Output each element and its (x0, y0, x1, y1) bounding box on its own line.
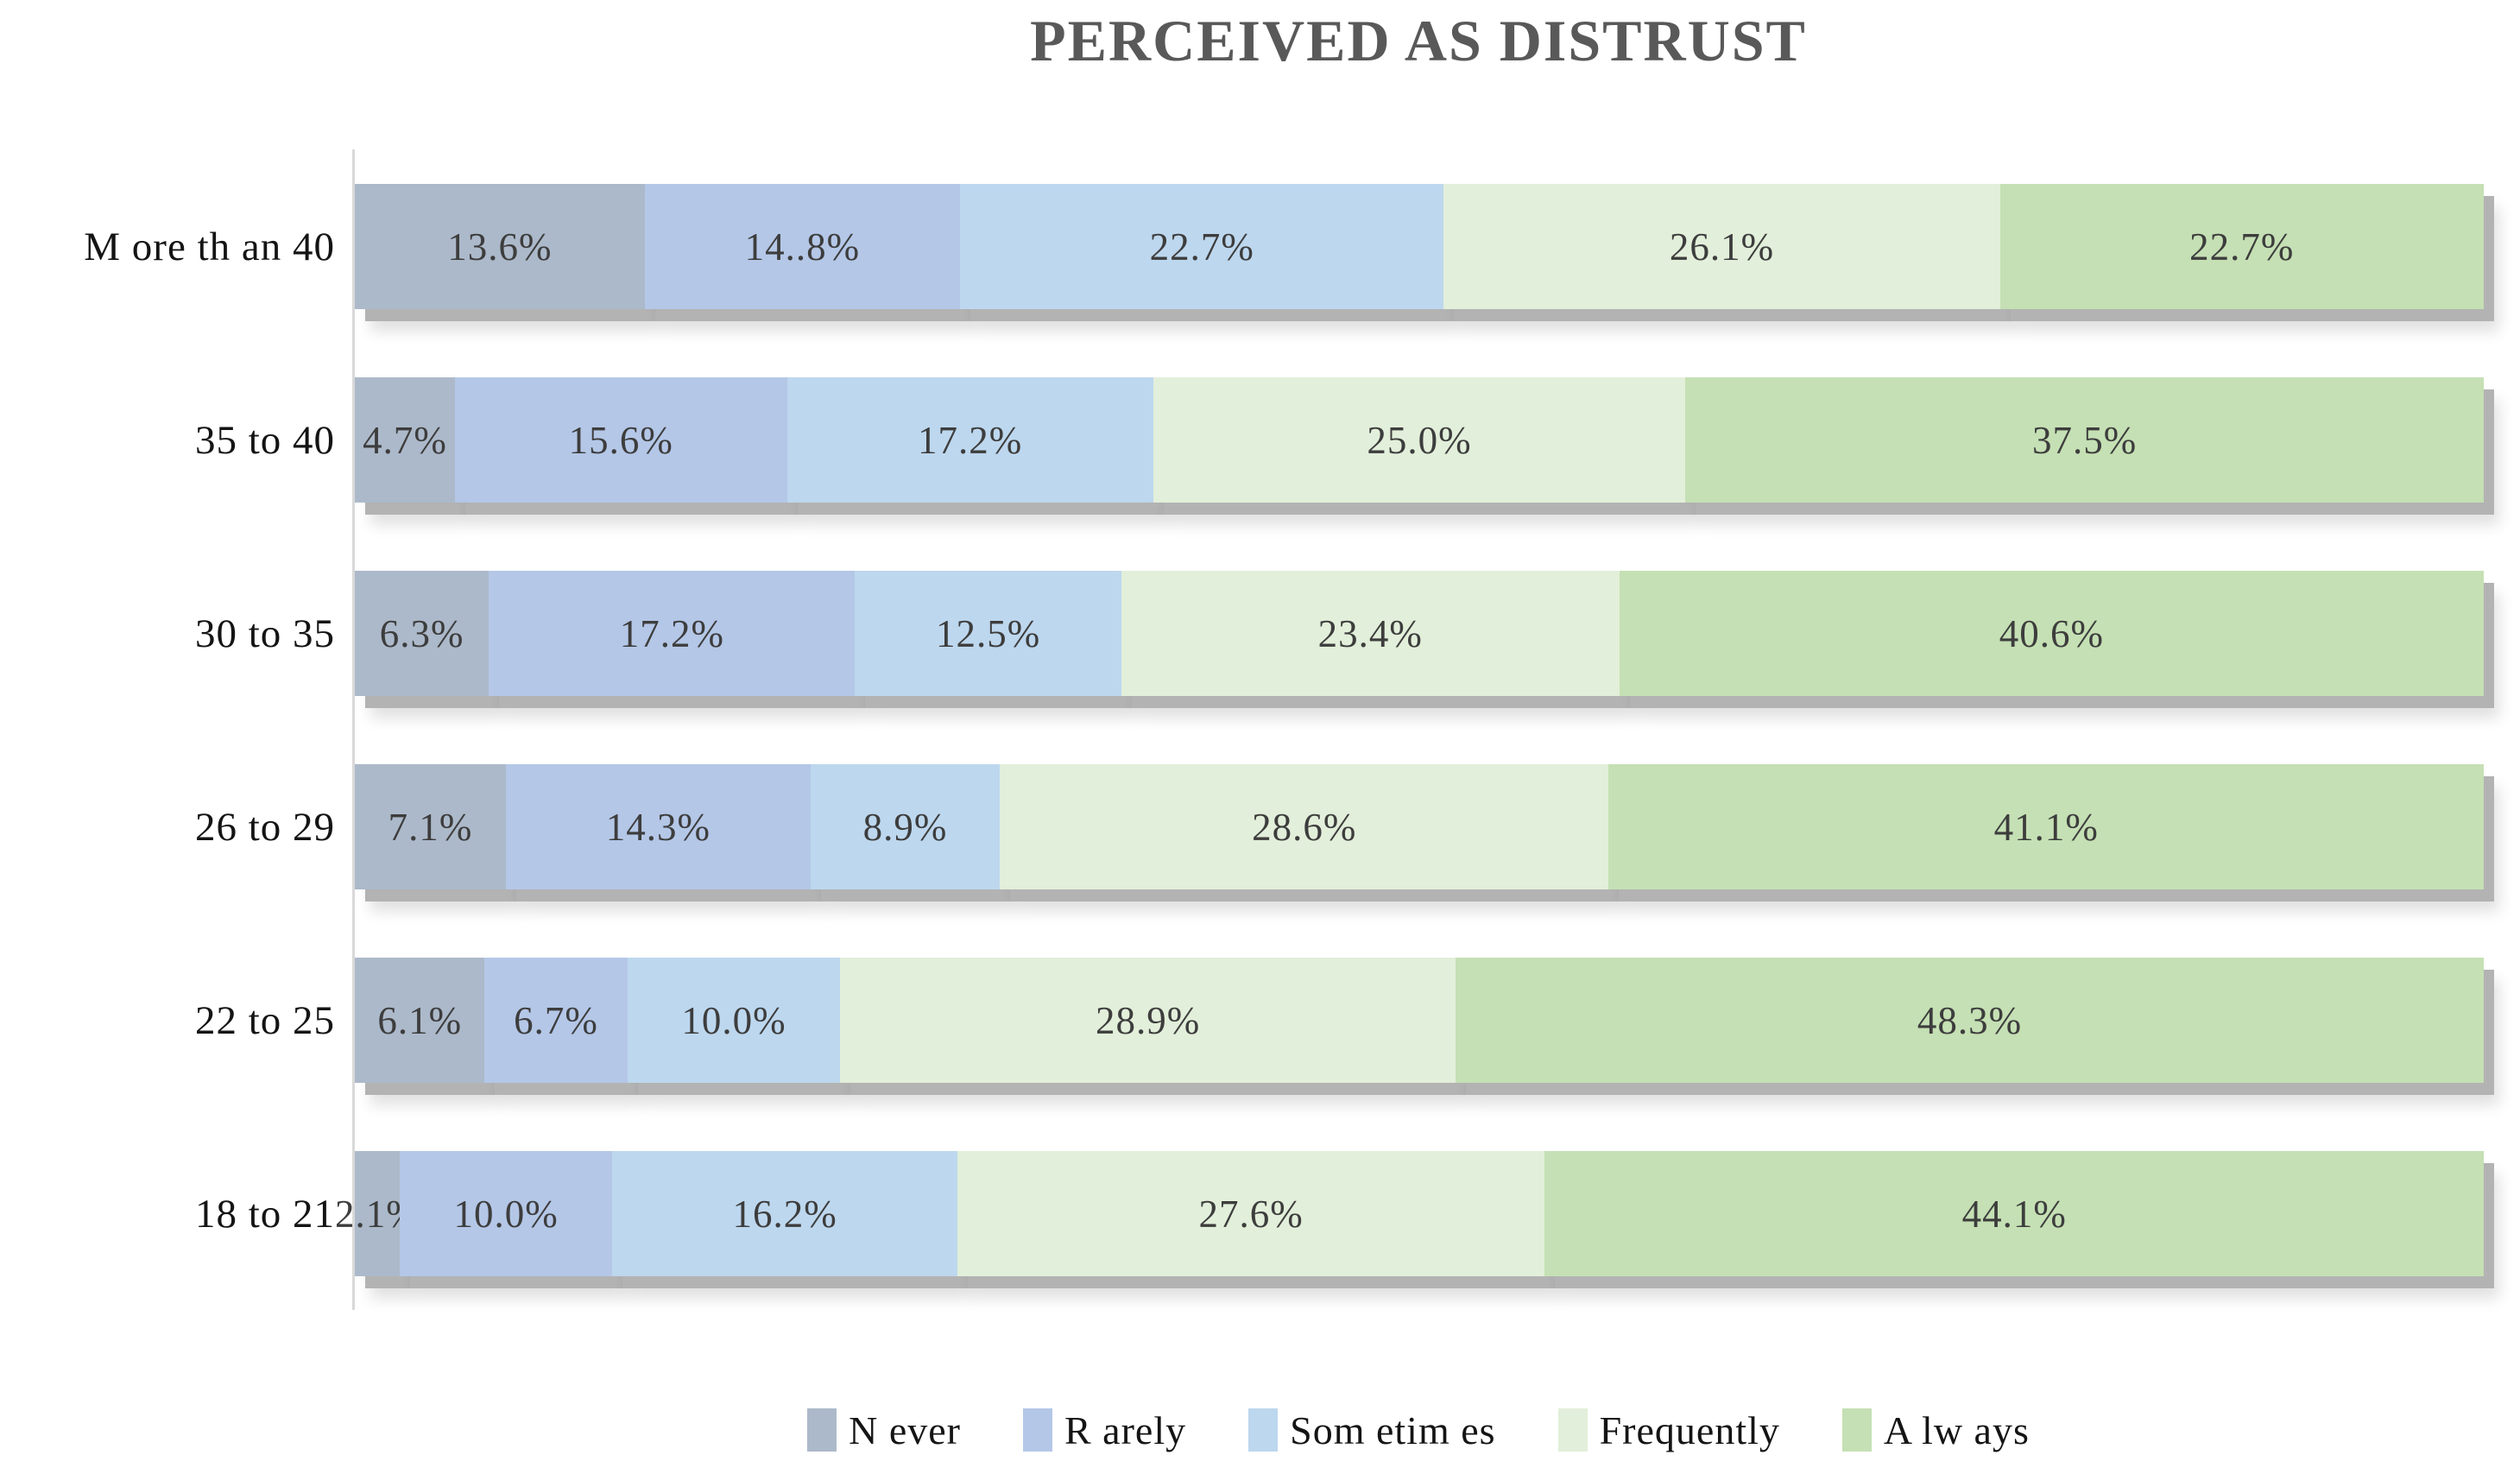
segment-value-label: 22.7% (2189, 225, 2295, 269)
bar-segment-always: 48.3% (1455, 958, 2484, 1083)
bar-segment-always: 22.7% (1999, 184, 2484, 309)
bar-segment-sometimes: 12.5% (855, 571, 1121, 696)
bar-row: 18 to 21 2.1% 10.0% 16.2% 27.6% 44.1% (0, 1151, 2520, 1276)
bar-segment-sometimes: 17.2% (786, 377, 1153, 503)
segment-value-label: 17.2% (918, 418, 1023, 462)
segment-value-label: 25.0% (1367, 418, 1472, 462)
stacked-bar: 4.7% 15.6% 17.2% 25.0% 37.5% (355, 377, 2484, 503)
bar-segment-never: 2.1% (335, 1151, 419, 1276)
segment-value-label: 10.0% (681, 998, 786, 1042)
stacked-bar: 6.1% 6.7% 10.0% 28.9% 48.3% (355, 958, 2484, 1083)
segment-value-label: 27.6% (1198, 1192, 1304, 1236)
bar-segment-always: 40.6% (1619, 571, 2484, 696)
bar-segment-frequently: 25.0% (1153, 377, 1686, 503)
legend-label: R arely (1064, 1408, 1187, 1452)
bar-segment-rarely: 14..8% (644, 184, 961, 309)
bar-segment-always: 37.5% (1685, 377, 2484, 503)
bar-segment-rarely: 15.6% (454, 377, 787, 503)
legend-label: Frequently (1599, 1408, 1780, 1452)
y-axis-label: 35 to 40 (194, 417, 335, 463)
stacked-bar: 6.3% 17.2% 12.5% 23.4% 40.6% (355, 571, 2484, 696)
bar-segment-rarely: 14.3% (506, 764, 811, 889)
bar-segment-sometimes: 10.0% (627, 958, 841, 1083)
legend-label: Som etim es (1290, 1408, 1496, 1452)
chart-title: PERCEIVED AS DISTRUST (1030, 8, 1807, 73)
y-axis-label: 18 to 21 (194, 1191, 335, 1237)
segment-value-label: 28.6% (1252, 805, 1357, 849)
bar-row: 30 to 35 6.3% 17.2% 12.5% 23.4% 40.6% (0, 571, 2520, 696)
bar-segment-always: 41.1% (1608, 764, 2484, 889)
y-axis-label: M ore th an 40 (84, 224, 335, 269)
segment-value-label: 8.9% (862, 805, 948, 849)
segment-value-label: 10.0% (453, 1192, 559, 1236)
bar-segment-never: 4.7% (355, 377, 455, 503)
stacked-bar: 2.1% 10.0% 16.2% 27.6% 44.1% (335, 1151, 2484, 1276)
segment-value-label: 13.6% (447, 225, 553, 269)
segment-value-label: 22.7% (1149, 225, 1254, 269)
bar-segment-frequently: 28.9% (840, 958, 1456, 1083)
legend-item-never: N ever (807, 1408, 961, 1453)
segment-value-label: 16.2% (732, 1192, 837, 1236)
bar-segment-never: 13.6% (355, 184, 645, 309)
legend-swatch (807, 1408, 837, 1452)
bar-row: 35 to 40 4.7% 15.6% 17.2% 25.0% 37.5% (0, 377, 2520, 503)
segment-value-label: 6.1% (377, 998, 463, 1042)
bar-segment-sometimes: 8.9% (810, 764, 1001, 889)
y-axis-label: 22 to 25 (194, 997, 335, 1043)
y-axis-label: 26 to 29 (194, 804, 335, 850)
legend-item-frequently: Frequently (1557, 1408, 1780, 1453)
stacked-bar: 7.1% 14.3% 8.9% 28.6% 41.1% (355, 764, 2484, 889)
segment-value-label: 23.4% (1317, 611, 1423, 655)
legend-swatch (1023, 1408, 1052, 1452)
bar-segment-always: 44.1% (1544, 1151, 2484, 1276)
segment-value-label: 14.3% (605, 805, 711, 849)
segment-value-label: 28.9% (1095, 998, 1201, 1042)
bar-segment-rarely: 10.0% (399, 1151, 613, 1276)
bar-segment-never: 6.1% (355, 958, 485, 1083)
bar-segment-frequently: 23.4% (1121, 571, 1620, 696)
y-axis-label: 30 to 35 (194, 610, 335, 656)
segment-value-label: 12.5% (935, 611, 1041, 655)
segment-value-label: 44.1% (1961, 1192, 2067, 1236)
bar-segment-sometimes: 22.7% (960, 184, 1444, 309)
segment-value-label: 40.6% (1999, 611, 2104, 655)
legend-label: A lw ays (1883, 1408, 2030, 1452)
segment-value-label: 26.1% (1669, 225, 1775, 269)
segment-value-label: 37.5% (2031, 418, 2138, 462)
stacked-bar: 13.6% 14..8% 22.7% 26.1% 22.7% (355, 184, 2484, 309)
legend-item-sometimes: Som etim es (1248, 1408, 1495, 1453)
segment-value-label: 7.1% (388, 805, 473, 849)
bar-segment-rarely: 6.7% (484, 958, 628, 1083)
segment-value-label: 41.1% (1993, 805, 2099, 849)
legend-label: N ever (849, 1408, 961, 1452)
legend-item-always: A lw ays (1841, 1408, 2030, 1453)
bar-row: 22 to 25 6.1% 6.7% 10.0% 28.9% 48.3% (0, 958, 2520, 1083)
segment-value-label: 6.3% (379, 611, 464, 655)
bar-row: M ore th an 40 13.6% 14..8% 22.7% 26.1% 22.7% (0, 184, 2520, 309)
segment-value-label: 6.7% (514, 998, 598, 1042)
bar-segment-frequently: 26.1% (1443, 184, 2000, 309)
legend-item-rarely: R arely (1023, 1408, 1186, 1453)
segment-value-label: 17.2% (619, 611, 725, 655)
bar-segment-frequently: 27.6% (957, 1151, 1545, 1276)
bar-row: 26 to 29 7.1% 14.3% 8.9% 28.6% 41.1% (0, 764, 2520, 889)
segment-value-label: 4.7% (363, 418, 447, 462)
legend-swatch (1841, 1408, 1872, 1452)
legend-swatch (1248, 1408, 1279, 1452)
legend-swatch (1557, 1408, 1588, 1452)
bar-segment-sometimes: 16.2% (612, 1151, 957, 1276)
bar-segment-frequently: 28.6% (1000, 764, 1609, 889)
segment-value-label: 15.6% (568, 418, 673, 462)
bar-segment-rarely: 17.2% (489, 571, 856, 696)
bar-segment-never: 7.1% (355, 764, 507, 889)
legend: N ever R arely Som etim es Frequently A lw a… (354, 1389, 2483, 1471)
segment-value-label: 48.3% (1917, 998, 2023, 1042)
segment-value-label: 14..8% (744, 225, 861, 269)
y-axis-line (352, 149, 355, 1310)
bar-segment-never: 6.3% (355, 571, 489, 696)
